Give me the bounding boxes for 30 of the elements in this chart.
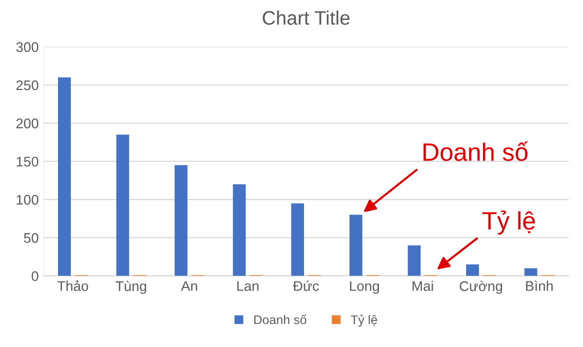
y-tick-label: 50 (24, 233, 38, 243)
y-tick-label: 200 (16, 118, 38, 128)
bar (408, 245, 421, 276)
x-tick-label: An (181, 281, 198, 291)
bar (116, 134, 130, 276)
annotation: Tỷ lệ (482, 210, 535, 235)
x-tick-label: Thảo (57, 280, 88, 291)
bar (291, 203, 304, 276)
annotation: Doanh số (424, 142, 528, 161)
bar (350, 214, 362, 276)
x-tick-label: Đức (293, 280, 319, 291)
x-tick-label: Tùng (116, 280, 146, 294)
chart-title: Chart Title (262, 10, 350, 25)
y-tick-label: 100 (16, 194, 38, 205)
legend-label: Doanh số (254, 314, 307, 324)
legend-label: Tỷ lệ (350, 314, 378, 327)
bar (524, 268, 538, 276)
x-tick-label: Mai (412, 280, 433, 291)
y-tick-label: 0 (32, 271, 38, 282)
y-tick-label: 150 (16, 156, 38, 167)
x-tick-label: Cường (460, 280, 502, 294)
y-tick-label: 300 (16, 42, 38, 52)
y-tick-label: 250 (16, 80, 38, 90)
x-tick-label: Lan (237, 281, 258, 291)
x-tick-label: Long (350, 281, 379, 294)
bar (174, 165, 188, 276)
bar (232, 184, 246, 276)
x-tick-label: Bình (526, 280, 553, 291)
bar (466, 264, 479, 276)
bar (58, 77, 71, 276)
